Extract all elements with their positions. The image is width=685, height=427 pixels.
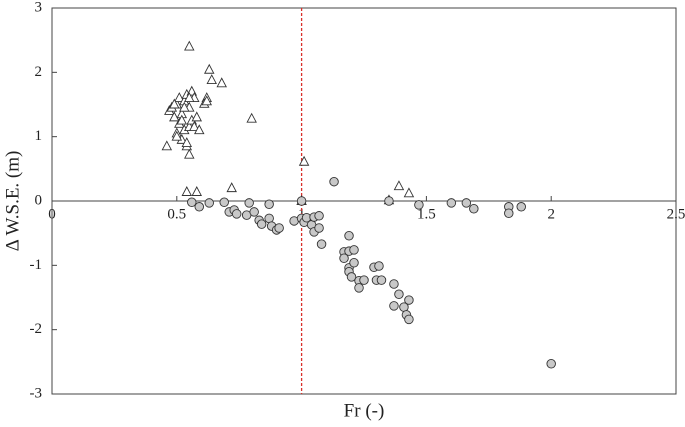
circle-point [349,245,359,255]
triangle-point [184,148,195,159]
circle-point [354,283,364,293]
triangle-point [171,130,183,141]
circle-point [249,207,259,217]
circle-point [374,261,384,271]
circle-point [344,230,354,241]
circle-point [256,219,267,229]
circle-point [314,223,324,233]
triangle-point [393,180,405,191]
circle-point [384,196,394,206]
triangle-point [403,187,415,198]
triangle-point [246,112,257,123]
triangle-point [176,114,188,125]
circle-point [349,258,359,268]
x-tick-label: 1.5 [417,206,436,222]
circle-point [187,197,197,208]
triangle-point [194,124,205,135]
triangle-point [184,92,195,103]
triangle-point [216,77,227,88]
circle-point [404,295,414,305]
triangle-point [206,74,217,85]
circle-point [414,200,424,210]
triangle-point [161,140,173,151]
circle-point [314,211,324,221]
circle-point [329,176,339,187]
circle-point [376,275,387,285]
circle-point [204,198,214,208]
circle-point [404,314,414,325]
circle-point [389,301,399,311]
triangle-point [174,92,185,103]
circle-point [516,202,526,212]
circle-point [446,198,457,208]
y-tick-label: 0 [35,192,43,208]
circle-point [346,272,357,282]
circle-point [504,208,514,218]
circle-point [394,289,404,300]
triangle-point [169,98,180,109]
circle-point [316,239,327,249]
triangle-point [191,186,203,196]
x-tick-label: 0 [48,206,56,222]
triangle-point [169,111,180,122]
circle-point [296,196,307,206]
y-tick-label: 2 [35,64,43,80]
x-tick-label: 2.5 [667,206,685,222]
y-tick-label: 1 [35,128,43,144]
circle-point [274,223,284,233]
x-tick-label: 2 [547,206,555,222]
circle-point [194,202,205,212]
circle-point [359,275,369,285]
circle-point [339,253,349,264]
triangle-point [184,40,195,51]
circle-point [546,359,556,369]
triangle-point [189,121,200,131]
triangle-point [191,111,203,122]
triangle-point [298,155,310,166]
triangle-point [226,182,237,193]
y-tick-label: 3 [35,0,43,15]
triangle-point [204,63,215,74]
circle-point [219,197,229,208]
x-axis-title: Fr (-) [344,400,385,421]
triangle-point [201,95,212,106]
y-tick-label: -3 [30,385,43,401]
y-tick-label: -1 [30,257,43,273]
x-tick-label: 0.5 [167,206,186,222]
y-axis-title: Δ W.S.E. (m) [2,151,23,252]
circle-point [244,198,254,208]
circle-point [264,199,274,209]
triangle-point [181,186,193,196]
triangle-point [181,137,193,148]
triangle-point [179,101,190,112]
circle-point [461,198,472,208]
circle-point [469,203,479,214]
y-tick-label: -2 [30,321,43,337]
circle-point [231,209,242,219]
circle-point [389,279,399,289]
